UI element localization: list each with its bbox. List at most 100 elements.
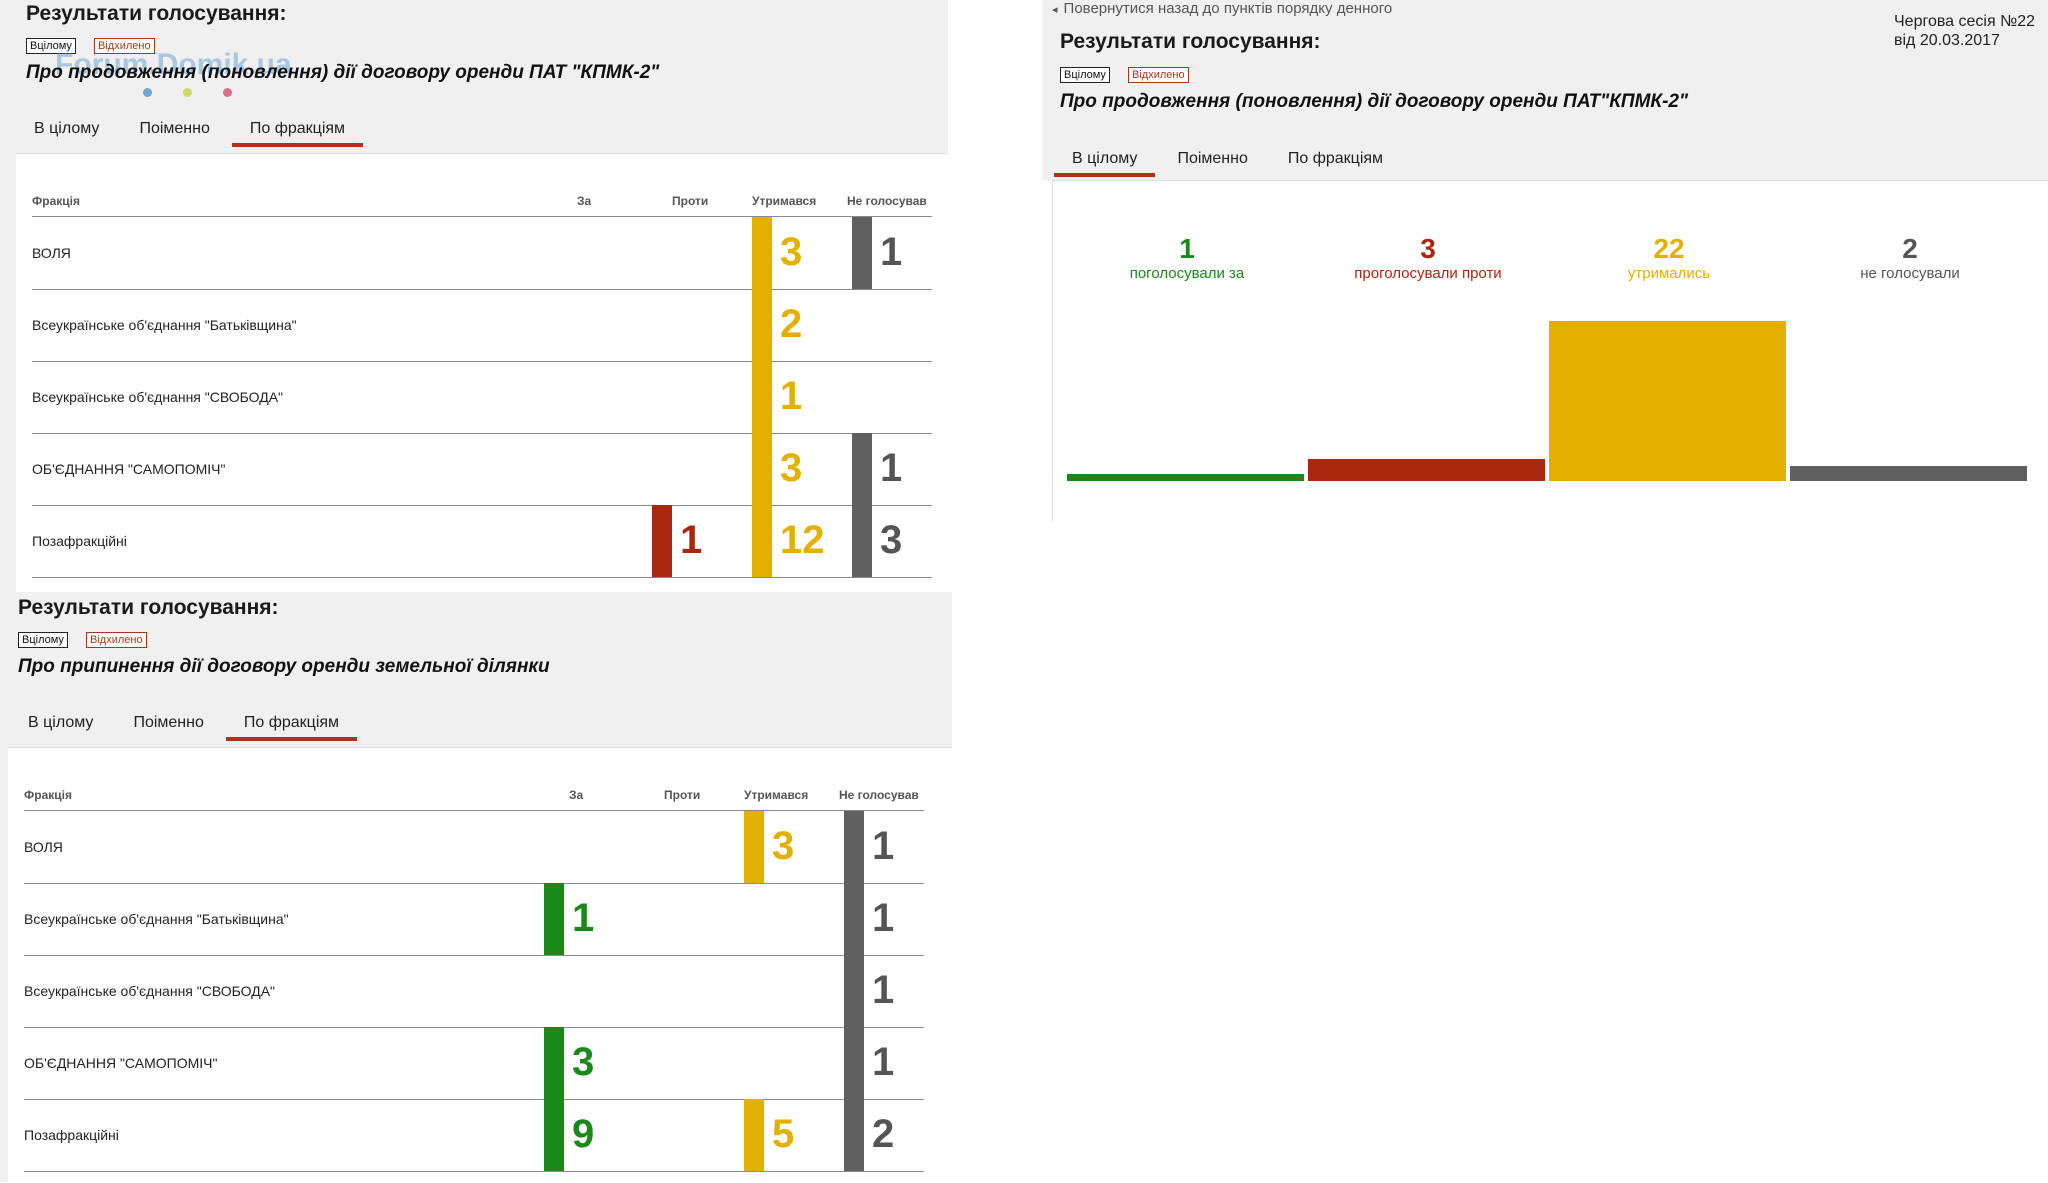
vote-count-ne: 1 [872,1040,895,1084]
faction-name: Всеукраїнське об'єднання "СВОБОДА" [32,389,284,405]
vote-bar-utr [752,217,772,289]
table-row: Всеукраїнське об'єднання "СВОБОДА" 1 [32,361,932,434]
vote-bar-utr [752,289,772,361]
vote-count-ne: 3 [880,518,903,562]
vote-count-ne: 1 [880,230,903,274]
faction-name: Позафракційні [32,533,127,549]
vote-bar-ne [852,505,872,577]
vote-bar-za [544,883,564,955]
table-row: ВОЛЯ 3 1 [24,811,924,884]
table-row: Всеукраїнське об'єднання "Батьківщина" 2 [32,289,932,362]
tab-by-faction[interactable]: По фракціям [231,120,364,147]
watermark-dot-green [183,88,192,97]
column-header-proty: Проти [664,788,701,802]
column-header-proty: Проти [672,194,709,208]
panel-top-left: Результати голосування: Вцілому Відхилен… [0,0,948,593]
watermark-dot-blue [143,88,152,97]
badge-rejected: Відхилено [1128,67,1189,83]
vote-count-ne: 1 [872,824,895,868]
faction-table: Фракція За Проти Утримався Не голосував ВОЛЯ 3… [32,154,932,593]
session-date: від 20.03.2017 [1894,32,2000,49]
vote-cell-za: 3 [544,1027,644,1099]
column-header-faction: Фракція [24,788,72,802]
chart-bar-0 [1067,473,1304,481]
tab-by-name[interactable]: Поіменно [139,120,210,137]
column-header-utr: Утримався [744,788,809,802]
vote-cell-utr: 12 [752,505,852,577]
vote-bar-utr [744,1099,764,1171]
vote-count-za: 9 [572,1112,595,1156]
column-header-faction: Фракція [32,194,80,208]
vote-bar-ne [844,883,864,955]
vote-bar-utr [744,811,764,883]
vote-count-utr: 3 [772,824,795,868]
vote-bar-utr [752,361,772,433]
vote-cell-utr: 3 [744,811,844,883]
vote-count-proty: 1 [680,518,703,562]
vote-cell-proty: 1 [652,505,752,577]
tab-by-name[interactable]: Поіменно [1177,150,1248,167]
chart-bar-1 [1308,459,1545,481]
vote-cell-ne: 3 [852,505,952,577]
faction-name: ВОЛЯ [24,839,63,855]
motion-title: Про продовження (поновлення) дії договор… [1060,91,1689,112]
faction-table-card: Фракція За Проти Утримався Не голосував ВОЛЯ 3… [16,153,948,593]
back-to-agenda-link[interactable]: ◂ Повернутися назад до пунктів порядку де… [1052,0,1392,17]
vote-bar-ne [852,433,872,505]
badge-rejected: Відхилено [86,632,147,648]
vote-cell-za: 1 [544,883,644,955]
results-title: Результати голосування: [18,596,279,619]
vote-count-utr: 5 [772,1112,795,1156]
faction-name: Всеукраїнське об'єднання "Батьківщина" [32,317,297,333]
vote-cell-ne: 1 [852,433,952,505]
badge-overall: Вцілому [26,38,76,54]
vote-count-za: 3 [572,1040,595,1084]
vote-cell-ne: 2 [844,1099,944,1171]
result-stat-value: 1 [1179,233,1195,264]
vote-bar-za [544,1099,564,1171]
vote-count-za: 1 [572,896,595,940]
table-row: Всеукраїнське об'єднання "СВОБОДА" 1 [24,955,924,1028]
tab-overall[interactable]: В цілому [1053,150,1156,177]
vote-cell-ne: 1 [844,811,944,883]
tab-by-name[interactable]: Поіменно [133,714,204,731]
column-header-za: За [577,194,592,208]
column-header-ne: Не голосував [839,788,919,802]
vote-cell-utr: 1 [752,361,852,433]
vote-bar-za [544,1027,564,1099]
vote-cell-ne: 1 [852,217,952,289]
faction-name: ОБ'ЄДНАННЯ "САМОПОМІЧ" [24,1055,218,1071]
vote-cell-utr: 2 [752,289,852,361]
chart-bar-2 [1549,321,1786,481]
tab-bar: В цілому Поіменно По фракціям [28,714,358,741]
table-row: Позафракційні 1 12 3 [32,505,932,578]
vote-bar-ne [844,955,864,1027]
table-header: Фракція За Проти Утримався Не голосував [32,154,932,217]
vote-bar-ne [852,217,872,289]
result-stat: 2 не голосували [1790,233,2030,282]
tab-overall[interactable]: В цілому [34,120,100,137]
panel-right-overall: ◂ Повернутися назад до пунктів порядку де… [1042,0,2048,180]
back-link-label: Повернутися назад до пунктів порядку ден… [1063,0,1393,17]
tab-overall[interactable]: В цілому [28,714,94,731]
column-header-utr: Утримався [752,194,817,208]
caret-left-icon: ◂ [1052,4,1058,16]
faction-name: ОБ'ЄДНАННЯ "САМОПОМІЧ" [32,461,226,477]
vote-cell-utr: 5 [744,1099,844,1171]
session-info: Чергова сесія №22 від 20.03.2017 [1894,12,2035,50]
vote-count-ne: 2 [872,1112,895,1156]
motion-title: Про продовження (поновлення) дії договор… [26,62,660,83]
vote-count-ne: 1 [872,896,895,940]
table-row: ВОЛЯ 3 1 [32,217,932,290]
tab-by-faction[interactable]: По фракціям [1287,150,1384,167]
vote-cell-ne: 1 [844,883,944,955]
table-row: ОБ'ЄДНАННЯ "САМОПОМІЧ" 3 1 [32,433,932,506]
vote-cell-utr: 3 [752,433,852,505]
faction-name: Всеукраїнське об'єднання "Батьківщина" [24,911,289,927]
tab-by-faction[interactable]: По фракціям [225,714,358,741]
result-stat-label: проголосували проти [1354,265,1502,282]
faction-name: Всеукраїнське об'єднання "СВОБОДА" [24,983,276,999]
result-stat-label: утримались [1627,265,1711,282]
watermark-logo: Forum.Domik.ua [55,48,292,81]
badge-rejected: Відхилено [94,38,155,54]
